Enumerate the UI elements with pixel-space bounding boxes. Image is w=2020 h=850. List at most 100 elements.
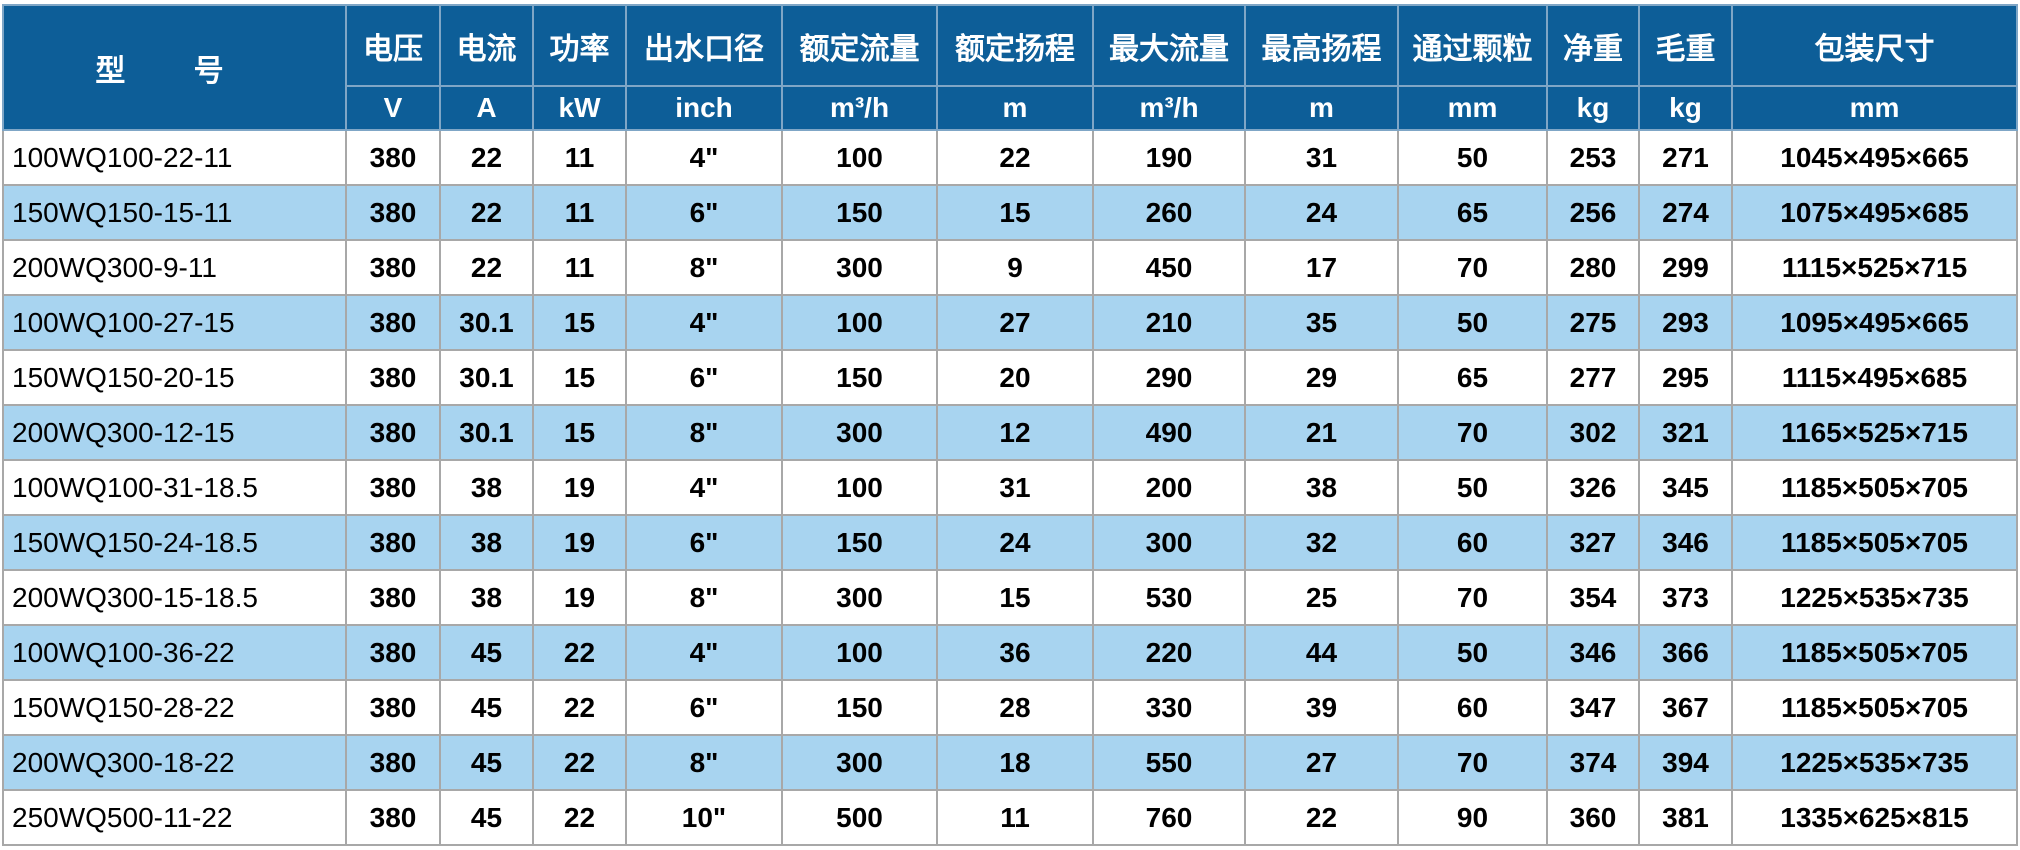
table-cell: 1045×495×665 [1731, 129, 2018, 186]
table-cell: 31 [1244, 129, 1399, 186]
table-cell: 1185×505×705 [1731, 514, 2018, 571]
table-cell: 256 [1546, 184, 1640, 241]
table-cell: 550 [1092, 734, 1246, 791]
model-cell: 150WQ150-15-11 [2, 184, 347, 241]
column-unit: mm [1397, 85, 1548, 131]
table-cell: 70 [1397, 734, 1548, 791]
table-cell: 30.1 [439, 404, 534, 461]
column-unit: mm [1731, 85, 2018, 131]
table-cell: 530 [1092, 569, 1246, 626]
model-cell: 150WQ150-20-15 [2, 349, 347, 406]
table-cell: 190 [1092, 129, 1246, 186]
table-cell: 380 [345, 239, 441, 296]
table-cell: 450 [1092, 239, 1246, 296]
table-cell: 10" [625, 789, 783, 846]
table-row: 150WQ150-20-15 380 30.1 15 6" 150 20 290 29 65 277… [2, 349, 2018, 406]
table-cell: 15 [532, 349, 627, 406]
table-cell: 321 [1638, 404, 1733, 461]
table-cell: 35 [1244, 294, 1399, 351]
table-cell: 6" [625, 514, 783, 571]
table-cell: 15 [936, 569, 1094, 626]
table-cell: 326 [1546, 459, 1640, 516]
header-model: 型 号 [2, 4, 347, 131]
table-cell: 21 [1244, 404, 1399, 461]
table-row: 200WQ300-12-15 380 30.1 15 8" 300 12 490 21 70 302… [2, 404, 2018, 461]
table-cell: 29 [1244, 349, 1399, 406]
table-row: 100WQ100-27-15 380 30.1 15 4" 100 27 210 35 50 275… [2, 294, 2018, 351]
table-cell: 295 [1638, 349, 1733, 406]
table-cell: 4" [625, 294, 783, 351]
table-cell: 1185×505×705 [1731, 624, 2018, 681]
table-cell: 8" [625, 404, 783, 461]
column-unit: m [936, 85, 1094, 131]
table-cell: 22 [532, 679, 627, 736]
table-cell: 345 [1638, 459, 1733, 516]
table-cell: 760 [1092, 789, 1246, 846]
table-cell: 373 [1638, 569, 1733, 626]
table-cell: 45 [439, 624, 534, 681]
model-cell: 200WQ300-12-15 [2, 404, 347, 461]
table-cell: 347 [1546, 679, 1640, 736]
table-cell: 38 [439, 569, 534, 626]
table-cell: 274 [1638, 184, 1733, 241]
table-row: 100WQ100-22-11 380 22 11 4" 100 22 190 31 50 253 27… [2, 129, 2018, 186]
table-cell: 19 [532, 459, 627, 516]
table-cell: 22 [439, 239, 534, 296]
table-cell: 1075×495×685 [1731, 184, 2018, 241]
column-unit: inch [625, 85, 783, 131]
table-cell: 260 [1092, 184, 1246, 241]
table-cell: 100 [781, 294, 938, 351]
header-row: 型 号 电压 电流 功率 出水口径 额定流量 额定扬程 最大流量 最高扬程 通过颗粒 净重 毛重 包装… [2, 4, 2018, 131]
table-cell: 50 [1397, 459, 1548, 516]
table-cell: 100 [781, 624, 938, 681]
table-cell: 45 [439, 734, 534, 791]
table-row: 250WQ500-11-22 380 45 22 10" 500 11 760 22 90 360 3… [2, 789, 2018, 846]
table-cell: 300 [1092, 514, 1246, 571]
table-cell: 150 [781, 184, 938, 241]
table-cell: 354 [1546, 569, 1640, 626]
table-cell: 11 [936, 789, 1094, 846]
table-cell: 70 [1397, 569, 1548, 626]
table-cell: 394 [1638, 734, 1733, 791]
model-cell: 200WQ300-15-18.5 [2, 569, 347, 626]
column-unit: m [1244, 85, 1399, 131]
column-header: 电流 [439, 4, 534, 87]
table-cell: 38 [1244, 459, 1399, 516]
table-cell: 20 [936, 349, 1094, 406]
table-cell: 6" [625, 184, 783, 241]
table-cell: 367 [1638, 679, 1733, 736]
table-cell: 380 [345, 294, 441, 351]
table-row: 150WQ150-24-18.5 380 38 19 6" 150 24 300 32 60 327… [2, 514, 2018, 571]
column-header: 通过颗粒 [1397, 4, 1548, 87]
table-cell: 327 [1546, 514, 1640, 571]
table-cell: 1185×505×705 [1731, 679, 2018, 736]
table-cell: 280 [1546, 239, 1640, 296]
column-header: 电压 [345, 4, 441, 87]
table-cell: 45 [439, 679, 534, 736]
table-cell: 150 [781, 349, 938, 406]
table-cell: 302 [1546, 404, 1640, 461]
table-cell: 253 [1546, 129, 1640, 186]
table-cell: 380 [345, 624, 441, 681]
table-cell: 22 [439, 184, 534, 241]
table-cell: 39 [1244, 679, 1399, 736]
table-cell: 30.1 [439, 349, 534, 406]
table-cell: 15 [532, 294, 627, 351]
table-cell: 24 [1244, 184, 1399, 241]
pump-spec-table: 型 号 电压 电流 功率 出水口径 额定流量 额定扬程 最大流量 最高扬程 通过颗粒 净重 毛重 包装… [2, 4, 2018, 846]
table-cell: 360 [1546, 789, 1640, 846]
column-unit: A [439, 85, 534, 131]
table-cell: 22 [532, 734, 627, 791]
table-cell: 290 [1092, 349, 1246, 406]
column-unit: kg [1638, 85, 1733, 131]
table-cell: 38 [439, 514, 534, 571]
table-cell: 60 [1397, 679, 1548, 736]
table-cell: 50 [1397, 129, 1548, 186]
column-unit: kW [532, 85, 627, 131]
table-row: 100WQ100-31-18.5 380 38 19 4" 100 31 200 38 50 326… [2, 459, 2018, 516]
table-cell: 4" [625, 624, 783, 681]
table-cell: 8" [625, 239, 783, 296]
table-cell: 1225×535×735 [1731, 569, 2018, 626]
table-cell: 36 [936, 624, 1094, 681]
table-row: 100WQ100-36-22 380 45 22 4" 100 36 220 44 50 346 36… [2, 624, 2018, 681]
